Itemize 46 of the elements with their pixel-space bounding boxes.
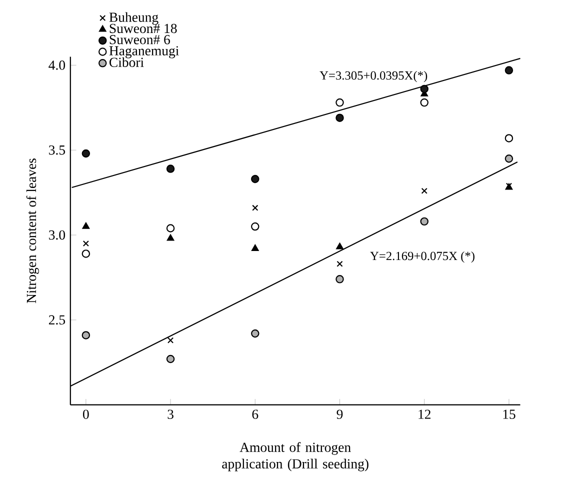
y-tick-label: 2.5: [48, 315, 66, 325]
point: [336, 114, 344, 122]
point: [82, 240, 89, 247]
y-axis-title: Nitrogen content of leaves: [26, 158, 39, 304]
point: [336, 242, 344, 250]
point: [252, 204, 258, 211]
point: [336, 275, 344, 284]
point: [251, 244, 259, 251]
point: [420, 84, 428, 94]
legend-label: Buheung: [109, 12, 158, 25]
point: [167, 337, 174, 344]
point: [504, 134, 514, 142]
y-tick-label: 4.0: [48, 60, 66, 70]
x-tick-label: 3: [168, 410, 174, 419]
x-axis-title: Amount of nitrogen application (Drill seeding): [222, 442, 368, 472]
point: [82, 250, 90, 258]
point: [82, 222, 90, 229]
annotation: Y=2.169+0.075X (*): [370, 251, 474, 263]
point: [420, 98, 428, 107]
x-tick-label: 9: [336, 410, 343, 419]
point: [421, 188, 428, 194]
point: [166, 164, 175, 173]
point: [251, 329, 260, 338]
point: [166, 224, 175, 232]
legend-label: Suweon# 6: [110, 35, 170, 44]
point: [251, 222, 260, 231]
x-tick-label: 0: [83, 410, 89, 419]
y-tick-label: 3.5: [49, 145, 66, 155]
annotation: Y=3.305+0.0395X(*): [320, 70, 428, 82]
point: [420, 217, 428, 226]
point: [336, 260, 343, 267]
point: [504, 66, 514, 74]
point: [504, 154, 514, 163]
x-tick-label: 12: [418, 410, 430, 419]
y-tick-label: 3.0: [49, 230, 66, 240]
point: [166, 354, 175, 364]
point: [336, 98, 344, 107]
legend-label: Cibori: [110, 57, 144, 68]
point: [82, 149, 90, 158]
legend-label: Suweon# 18: [110, 24, 177, 34]
point: [82, 331, 90, 340]
x-tick-label: 15: [503, 410, 516, 419]
point: [251, 174, 260, 184]
legend-label: Haganemugi: [109, 46, 179, 58]
x-tick-label: 6: [252, 410, 258, 419]
point: [166, 234, 174, 241]
